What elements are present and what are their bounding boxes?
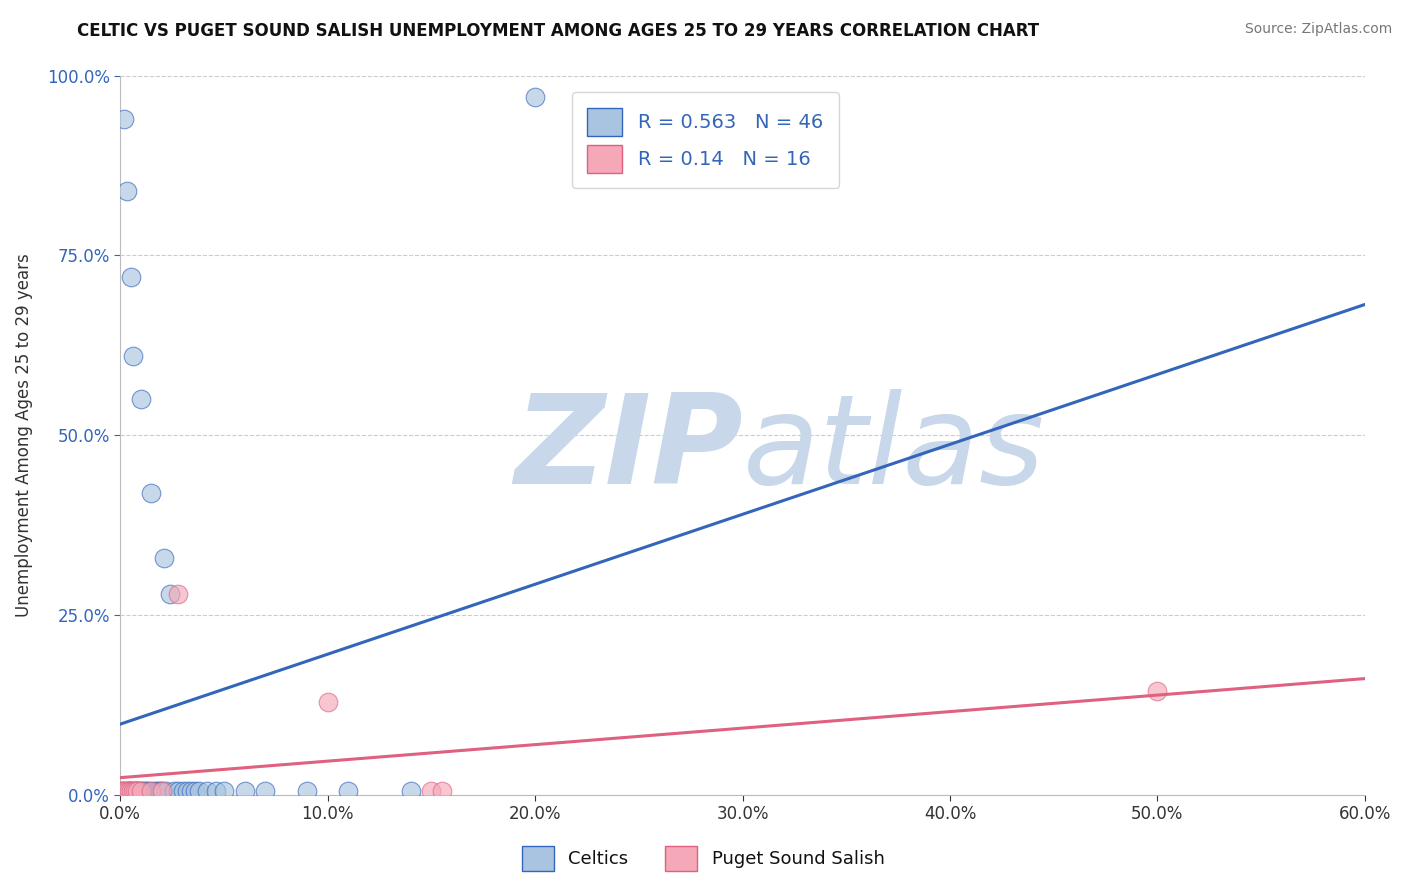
Point (117, 784, 139, 798)
Text: Source: ZipAtlas.com: Source: ZipAtlas.com (1244, 22, 1392, 37)
Point (120, 784, 142, 798)
Point (184, 784, 207, 798)
Point (150, 784, 173, 798)
Point (121, 784, 143, 798)
Point (141, 784, 163, 798)
Point (120, 270, 142, 285)
Point (149, 784, 172, 798)
Point (180, 784, 202, 798)
Point (146, 784, 169, 798)
Point (121, 349, 143, 363)
Point (124, 784, 146, 798)
Point (167, 784, 190, 798)
Point (124, 784, 146, 798)
Point (121, 784, 143, 798)
Point (128, 784, 150, 798)
Point (114, 112, 136, 126)
Point (159, 586, 181, 600)
Point (176, 784, 198, 798)
Point (129, 784, 152, 798)
Point (111, 784, 134, 798)
Point (420, 784, 443, 798)
Point (115, 784, 138, 798)
Point (134, 784, 156, 798)
Point (254, 784, 277, 798)
Point (212, 784, 235, 798)
Point (172, 784, 194, 798)
Legend: Celtics, Puget Sound Salish: Celtics, Puget Sound Salish (515, 838, 891, 879)
Point (125, 784, 148, 798)
Point (233, 784, 256, 798)
Point (1146, 683, 1168, 698)
Point (204, 784, 226, 798)
Point (125, 784, 148, 798)
Point (150, 784, 173, 798)
Point (153, 550, 176, 565)
Point (524, 90, 547, 104)
Point (430, 784, 453, 798)
Point (163, 784, 186, 798)
Point (316, 694, 339, 708)
Y-axis label: Unemployment Among Ages 25 to 29 years: Unemployment Among Ages 25 to 29 years (15, 253, 32, 617)
Point (138, 784, 160, 798)
Text: atlas: atlas (742, 389, 1045, 510)
Point (399, 784, 422, 798)
Point (117, 784, 139, 798)
Point (155, 784, 177, 798)
Point (129, 784, 152, 798)
Point (125, 784, 148, 798)
Text: ZIP: ZIP (513, 389, 742, 510)
Point (337, 784, 360, 798)
Point (167, 586, 190, 600)
Point (132, 784, 155, 798)
Point (141, 486, 163, 500)
Point (114, 784, 136, 798)
Point (197, 784, 219, 798)
Point (117, 784, 139, 798)
Point (295, 784, 318, 798)
Point (114, 784, 136, 798)
Point (115, 184, 138, 198)
Point (115, 784, 138, 798)
Point (136, 784, 159, 798)
Point (129, 392, 152, 407)
Point (188, 784, 211, 798)
Legend: R = 0.563   N = 46, R = 0.14   N = 16: R = 0.563 N = 46, R = 0.14 N = 16 (572, 93, 839, 188)
Point (111, 784, 134, 798)
Point (120, 784, 142, 798)
Point (145, 784, 167, 798)
Text: CELTIC VS PUGET SOUND SALISH UNEMPLOYMENT AMONG AGES 25 TO 29 YEARS CORRELATION : CELTIC VS PUGET SOUND SALISH UNEMPLOYMEN… (77, 22, 1039, 40)
Point (142, 784, 165, 798)
